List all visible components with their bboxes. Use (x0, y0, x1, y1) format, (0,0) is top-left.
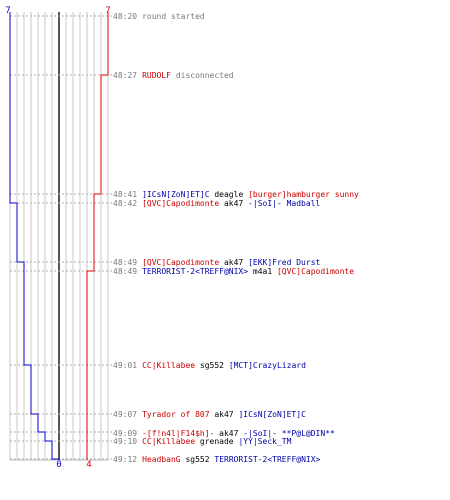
weapon-name: deagle (214, 190, 244, 199)
event-row: 49:07 Tyrador of 807 ak47 ]ICsN[ZoN]ET]C (113, 410, 306, 419)
weapon-name: ak47 (223, 199, 244, 208)
event-row: 49:12 HeadbanG sg552 TERRORIST-2<TREFF@NI… (113, 455, 320, 464)
killer-name: [QVC]Capodimonte (142, 199, 220, 208)
blue-team-alive-path (9, 12, 60, 460)
red-team-alive-path (86, 12, 109, 460)
weapon-name: sg552 (199, 361, 224, 370)
blue-end-count: 0 (56, 460, 61, 470)
event-time: 48:27 (113, 71, 138, 80)
victim-name: [EKK]Fred Durst (248, 258, 321, 267)
event-row: 49:10 CC|Killabee grenade |YY|Seck_TM (113, 437, 291, 446)
blue-start-count: 7 (5, 6, 10, 16)
red-end-count: 4 (86, 460, 91, 470)
event-row: 48:49 TERRORIST-2<TREFF@NIX> m4a1 [QVC]Ca… (113, 267, 354, 276)
killer-name: -[f!n4l|F14$h]- (142, 429, 215, 438)
killer-name: TERRORIST-2<TREFF@NIX> (142, 267, 249, 276)
event-row: 48:42 [QVC]Capodimonte ak47 -|SoI|- Madba… (113, 199, 320, 208)
red-start-count: 7 (105, 6, 110, 16)
victim-name: [MCT]CrazyLizard (228, 361, 306, 370)
victim-name: TERRORIST-2<TREFF@NIX> (214, 455, 321, 464)
event-time: 49:09 (113, 429, 138, 438)
event-time: 49:10 (113, 437, 138, 446)
event-row: 49:09 -[f!n4l|F14$h]- ak47 -|SoI|- **P@L@… (113, 429, 335, 438)
event-text: disconnected (175, 71, 234, 80)
victim-name: |YY|Seck_TM (238, 437, 292, 446)
event-time: 49:12 (113, 455, 138, 464)
event-time: 48:41 (113, 190, 138, 199)
event-time: 48:49 (113, 258, 138, 267)
killer-name: Tyrador of 807 (142, 410, 210, 419)
player-name: RUDOLF (142, 71, 171, 80)
event-time: 48:42 (113, 199, 138, 208)
event-row: 48:27 RUDOLF disconnected (113, 71, 234, 80)
killer-name: HeadbanG (142, 455, 181, 464)
killer-name: [QVC]Capodimonte (142, 258, 220, 267)
weapon-name: ak47 (219, 429, 239, 438)
event-row: 48:49 [QVC]Capodimonte ak47 [EKK]Fred Dur… (113, 258, 320, 267)
event-text: round started (142, 12, 205, 21)
victim-name: -|SoI|- Madball (248, 199, 321, 208)
killer-name: ]ICsN[ZoN]ET]C (142, 190, 210, 199)
timeline-grid (9, 12, 109, 460)
victim-name: -|SoI|- **P@L@DIN** (243, 429, 335, 438)
weapon-name: m4a1 (252, 267, 273, 276)
event-row: 48:41 ]ICsN[ZoN]ET]C deagle [burger]hambu… (113, 190, 359, 199)
event-time: 48:20 (113, 12, 138, 21)
victim-name: ]ICsN[ZoN]ET]C (238, 410, 306, 419)
weapon-name: sg552 (185, 455, 210, 464)
weapon-name: ak47 (223, 258, 244, 267)
event-time: 49:07 (113, 410, 138, 419)
killer-name: CC|Killabee (142, 437, 196, 446)
event-row: 48:20 round started (113, 12, 205, 21)
victim-name: [burger]hamburger sunny (248, 190, 359, 199)
victim-name: [QVC]Capodimonte (276, 267, 355, 276)
killer-name: CC|Killabee (142, 361, 196, 370)
event-row: 49:01 CC|Killabee sg552 [MCT]CrazyLizard (113, 361, 306, 370)
weapon-name: ak47 (214, 410, 234, 419)
weapon-name: grenade (199, 437, 234, 446)
event-time: 48:49 (113, 267, 138, 276)
event-time: 49:01 (113, 361, 138, 370)
